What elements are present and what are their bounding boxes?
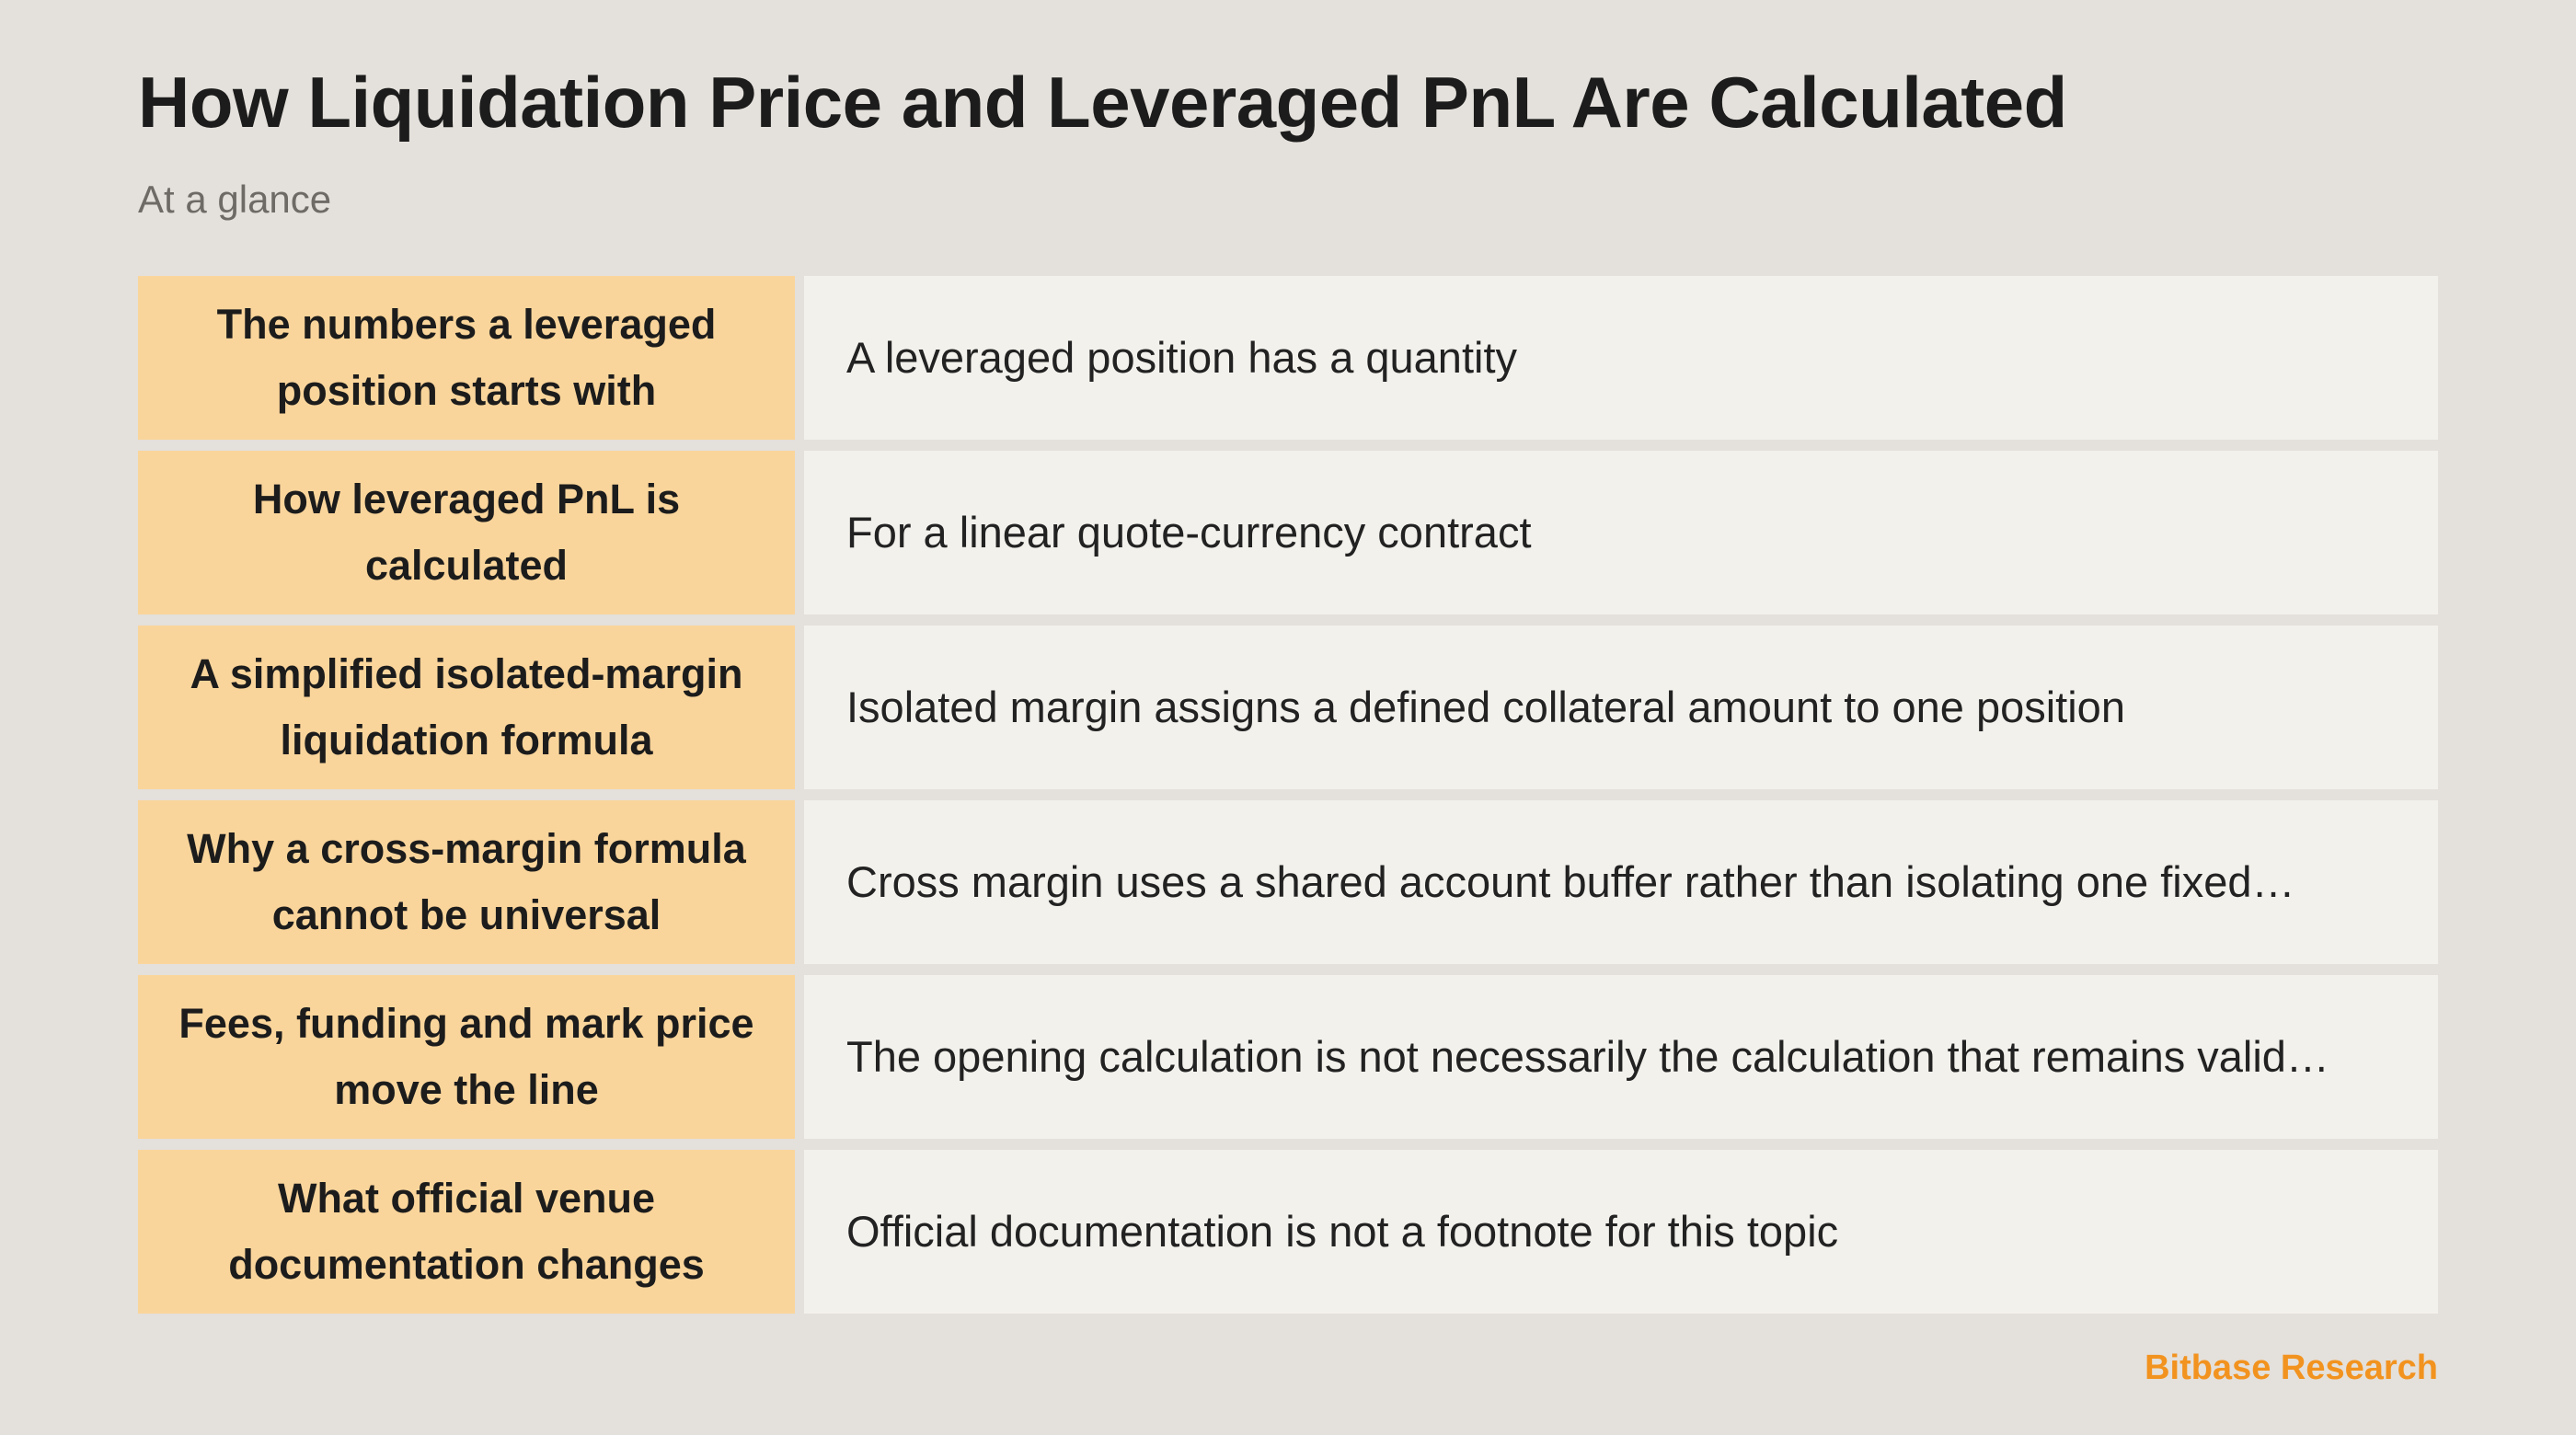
row-value-cell: Isolated margin assigns a defined collat… (804, 626, 2438, 789)
table-row: Fees, funding and mark price move the li… (138, 975, 2438, 1139)
row-key-cell: A simplified isolated-margin liquidation… (138, 626, 795, 789)
row-value-cell: Official documentation is not a footnote… (804, 1150, 2438, 1314)
row-value-cell: For a linear quote-currency contract (804, 451, 2438, 614)
page-title: How Liquidation Price and Leveraged PnL … (138, 62, 2067, 143)
row-value-cell: A leveraged position has a quantity (804, 276, 2438, 440)
row-value-cell: The opening calculation is not necessari… (804, 975, 2438, 1139)
table-row: The numbers a leveraged position starts … (138, 276, 2438, 440)
row-key-cell: The numbers a leveraged position starts … (138, 276, 795, 440)
row-key-cell: What official venue documentation change… (138, 1150, 795, 1314)
table-row: A simplified isolated-margin liquidation… (138, 626, 2438, 789)
table-row: Why a cross-margin formula cannot be uni… (138, 800, 2438, 964)
row-key-cell: Fees, funding and mark price move the li… (138, 975, 795, 1139)
summary-table: The numbers a leveraged position starts … (138, 276, 2438, 1314)
slide: How Liquidation Price and Leveraged PnL … (138, 0, 2438, 1435)
row-key-cell: Why a cross-margin formula cannot be uni… (138, 800, 795, 964)
table-row: How leveraged PnL is calculated For a li… (138, 451, 2438, 614)
brand-footer: Bitbase Research (2145, 1349, 2438, 1387)
row-value-cell: Cross margin uses a shared account buffe… (804, 800, 2438, 964)
page-subtitle: At a glance (138, 178, 332, 221)
table-row: What official venue documentation change… (138, 1150, 2438, 1314)
row-key-cell: How leveraged PnL is calculated (138, 451, 795, 614)
